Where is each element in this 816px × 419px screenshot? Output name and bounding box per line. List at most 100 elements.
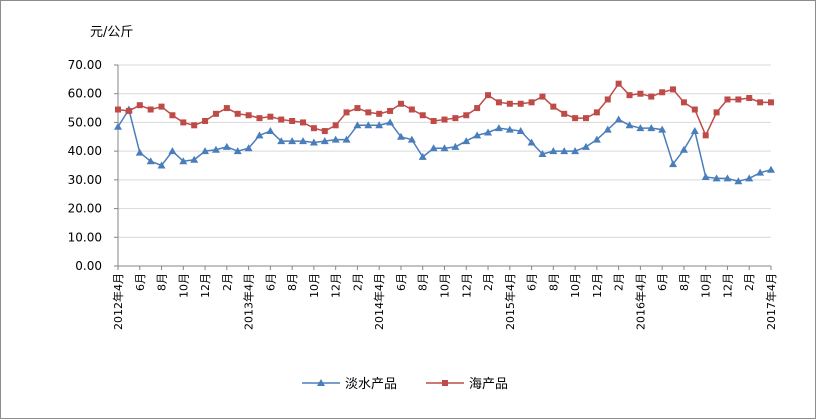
data-point-triangle [603, 125, 612, 133]
data-point-square [528, 99, 535, 106]
data-point-square [659, 89, 666, 96]
x-tick-label: 12月 [591, 273, 604, 298]
data-point-triangle [146, 157, 155, 165]
data-point-triangle [690, 127, 699, 135]
x-tick-label: 6月 [395, 273, 408, 291]
data-point-triangle [342, 135, 351, 143]
x-tick-label: 8月 [547, 273, 560, 291]
x-tick-label: 2月 [743, 273, 756, 291]
data-point-triangle [462, 137, 471, 145]
y-tick-label: 10.00 [68, 230, 102, 244]
data-point-square [245, 112, 252, 119]
data-point-triangle [440, 144, 449, 152]
data-point-triangle [201, 147, 210, 155]
x-tick-label: 10月 [308, 273, 321, 298]
data-point-triangle [288, 137, 297, 145]
data-point-square [485, 92, 492, 99]
data-point-square [332, 122, 339, 129]
data-point-square [452, 115, 459, 122]
data-point-square [463, 112, 470, 119]
data-point-square [768, 99, 774, 106]
data-point-square [267, 113, 274, 120]
data-point-triangle [168, 147, 177, 155]
data-point-triangle [679, 145, 688, 153]
data-point-square [626, 92, 633, 99]
data-point-square [680, 99, 687, 106]
data-point-square [169, 112, 176, 119]
data-point-square [419, 112, 426, 119]
unit-label: 元/公斤 [90, 25, 133, 40]
data-point-square [506, 100, 513, 107]
data-point-triangle [516, 127, 525, 135]
data-point-square [234, 110, 241, 117]
x-tick-label: 8月 [417, 273, 430, 291]
x-tick-label: 2014年4月 [372, 273, 386, 330]
data-point-triangle [114, 122, 122, 130]
data-point-square [387, 107, 394, 114]
data-point-square [158, 103, 165, 110]
data-point-square [746, 95, 753, 102]
data-point-triangle [429, 144, 438, 152]
data-point-triangle [190, 155, 199, 163]
data-point-triangle [277, 137, 286, 145]
x-tick-label: 2013年4月 [242, 273, 256, 330]
data-point-square [289, 117, 296, 124]
data-point-triangle [647, 124, 656, 132]
legend: 淡水产品 海产品 [302, 377, 508, 392]
data-point-triangle [364, 121, 373, 129]
y-tick-label: 70.00 [68, 58, 102, 72]
data-point-triangle [320, 137, 329, 145]
data-point-triangle [527, 138, 536, 146]
data-point-square [223, 105, 230, 112]
data-point-triangle [473, 131, 482, 139]
x-tick-label: 8月 [286, 273, 299, 291]
x-tick-label: 6月 [134, 273, 147, 291]
data-point-square [365, 109, 372, 116]
data-point-square [550, 103, 557, 110]
data-point-triangle [625, 121, 634, 129]
data-point-triangle [734, 177, 743, 185]
data-point-triangle [233, 147, 242, 155]
data-point-square [397, 100, 404, 107]
x-tick-label: 10月 [439, 273, 452, 298]
x-tick-label: 10月 [700, 273, 713, 298]
data-point-square [376, 110, 383, 117]
y-tick-label: 30.00 [68, 173, 102, 187]
data-point-triangle [255, 131, 264, 139]
data-point-square [430, 117, 437, 124]
data-point-triangle [407, 135, 416, 143]
data-point-square [724, 96, 731, 103]
data-point-square [593, 109, 600, 116]
data-point-triangle [299, 137, 308, 145]
data-point-triangle [745, 174, 754, 182]
data-point-square [256, 115, 263, 122]
data-point-triangle [266, 127, 275, 135]
data-point-triangle [669, 160, 678, 168]
data-point-triangle [418, 152, 427, 160]
x-tick-label: 10月 [177, 273, 190, 298]
x-tick-label: 8月 [678, 273, 691, 291]
data-point-triangle [451, 142, 460, 150]
x-tick-label: 2017年4月 [764, 273, 778, 330]
data-point-triangle [309, 138, 318, 146]
legend-label-freshwater: 淡水产品 [345, 377, 397, 392]
data-point-square [539, 93, 546, 100]
data-point-square [495, 99, 502, 106]
data-point-triangle [636, 124, 645, 132]
data-point-triangle [244, 144, 253, 152]
data-point-triangle [375, 121, 384, 129]
data-point-triangle [484, 128, 493, 136]
data-point-triangle [222, 142, 231, 150]
data-point-triangle [353, 121, 362, 129]
data-point-square [202, 117, 209, 124]
data-point-triangle [581, 142, 590, 150]
data-point-square [343, 109, 350, 116]
y-tick-label: 40.00 [68, 144, 102, 158]
data-point-triangle [386, 118, 395, 126]
data-point-triangle [756, 168, 765, 176]
x-tick-label: 2月 [351, 273, 364, 291]
x-tick-label: 12月 [460, 273, 473, 298]
data-point-square [757, 99, 764, 106]
x-tick-label: 10月 [569, 273, 582, 298]
